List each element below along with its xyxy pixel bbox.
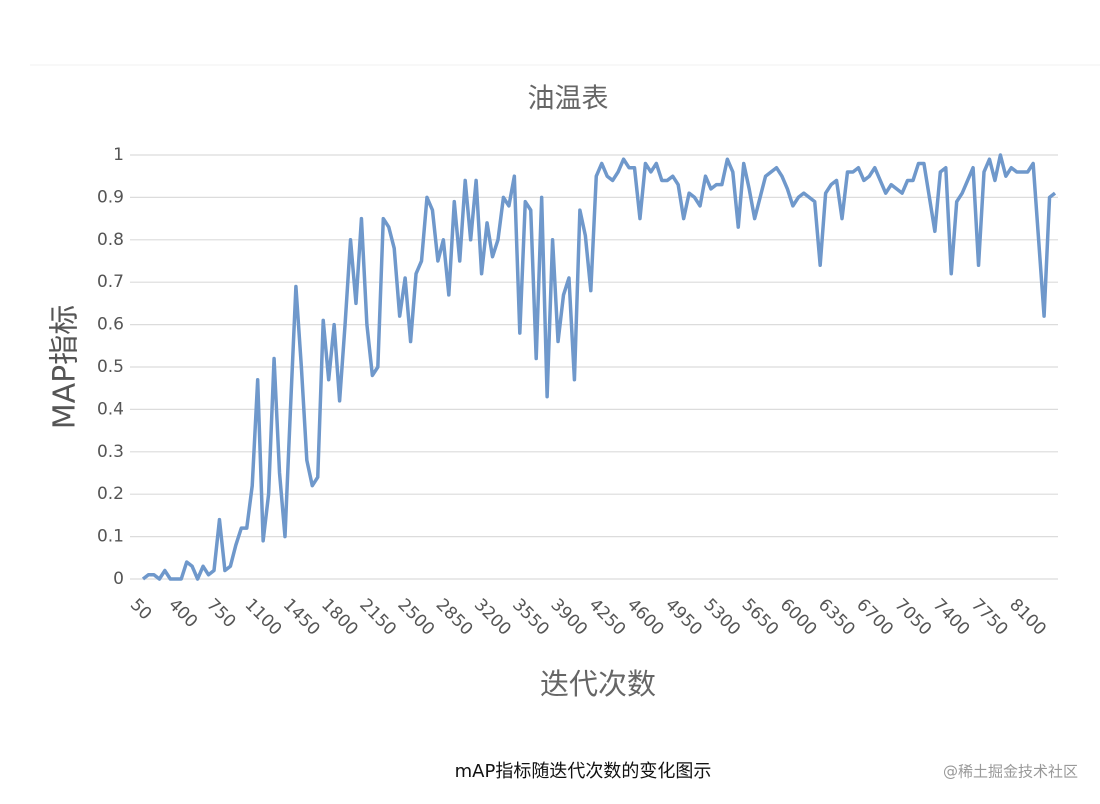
chart-title: 油温表 (528, 84, 609, 115)
x-tick-label: 7050 (890, 595, 935, 640)
y-tick-label: 0.1 (97, 527, 124, 547)
x-tick-label: 3200 (470, 595, 515, 640)
x-tick-label: 2500 (394, 595, 439, 640)
watermark: @稀土掘金技术社区 (943, 763, 1078, 781)
y-tick-label: 0.3 (97, 442, 124, 462)
y-axis-label: MAP指标 (48, 305, 83, 430)
x-tick-label: 750 (202, 595, 239, 632)
caption: mAP指标随迭代次数的变化图示 (455, 761, 712, 782)
x-tick-label: 4250 (585, 595, 630, 640)
y-tick-label: 0.4 (97, 399, 124, 419)
x-tick-label: 400 (164, 595, 201, 632)
x-tick-label: 1100 (241, 595, 286, 640)
y-tick-label: 0.9 (97, 187, 124, 207)
x-tick-label: 6000 (776, 595, 821, 640)
x-tick-label: 1800 (317, 595, 362, 640)
x-tick-label: 6350 (814, 595, 859, 640)
data-line (141, 153, 1057, 581)
x-tick-label: 7750 (967, 595, 1012, 640)
x-tick-label: 1450 (279, 595, 324, 640)
x-tick-label: 7400 (929, 595, 974, 640)
x-tick-label: 8100 (1005, 595, 1050, 640)
x-tick-label: 3550 (508, 595, 553, 640)
y-tick-label: 1 (113, 145, 124, 165)
y-tick-label: 0 (113, 569, 124, 589)
x-tick-label: 2150 (355, 595, 400, 640)
y-tick-label: 0.8 (97, 230, 124, 250)
x-tick-label: 6700 (852, 595, 897, 640)
y-tick-label: 0.7 (97, 272, 124, 292)
x-tick-label: 50 (126, 595, 155, 624)
y-tick-label: 0.5 (97, 357, 124, 377)
y-tick-label: 0.2 (97, 484, 124, 504)
x-tick-label: 4600 (623, 595, 668, 640)
x-axis-label: 迭代次数 (540, 667, 656, 701)
x-tick-label: 5300 (699, 595, 744, 640)
y-tick-label: 0.6 (97, 315, 124, 335)
x-tick-label: 3900 (546, 595, 591, 640)
x-tick-label: 4950 (661, 595, 706, 640)
x-tick-label: 2850 (432, 595, 477, 640)
x-tick-label: 5650 (738, 595, 783, 640)
